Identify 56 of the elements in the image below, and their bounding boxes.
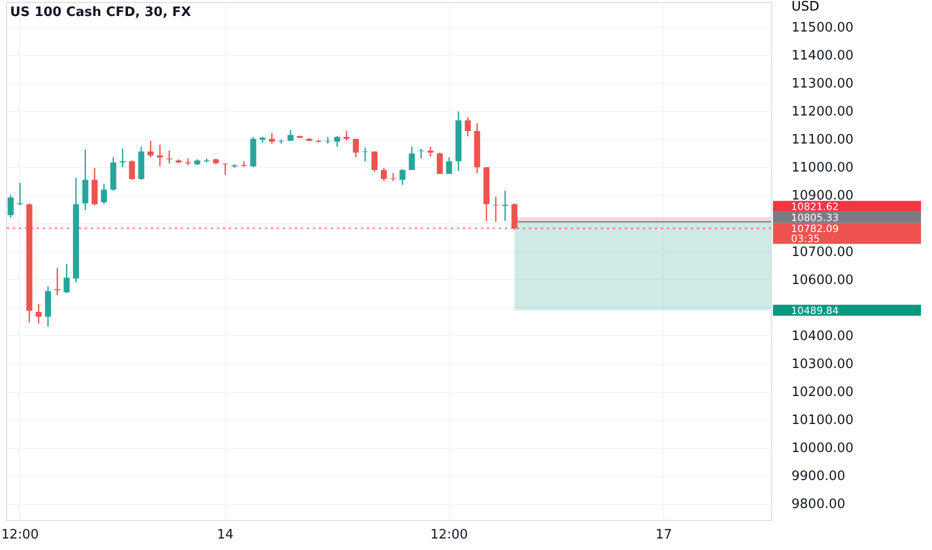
y-tick-label: 11100.00 [792,132,854,148]
y-tick-label: 9900.00 [792,469,846,484]
y-tick-label: 10000.00 [792,441,854,456]
candlestick [334,135,340,148]
band-label: 10489.84 [791,306,839,317]
band-label: 10821.62 [791,202,839,213]
candlestick [268,132,275,144]
y-tick-label: 11300.00 [792,76,854,92]
candlestick [82,148,88,211]
candlestick [436,152,443,175]
candlestick [128,160,135,180]
ref-line-label: 10805.33 [791,212,839,224]
y-tick-label: 11000.00 [792,160,854,176]
y-tick-label: 10900.00 [792,188,854,204]
candlestick [418,148,424,160]
y-tick-label: 9800.00 [792,497,846,512]
candlestick [408,146,415,171]
candlestick [100,183,107,205]
candlestick [464,116,471,137]
candlestick [362,146,368,162]
chart-title: US 100 Cash CFD, 30, FX [10,5,192,20]
y-tick-label: 11500.00 [792,20,854,36]
candlestick [166,150,172,164]
candlestick [324,136,331,144]
candlestick [148,140,154,158]
y-tick-label: 10200.00 [792,385,854,400]
y-axis-title: USD [792,0,820,14]
candlestick [352,138,359,158]
y-tick-label: 10700.00 [792,244,854,260]
candlestick [288,130,294,142]
y-tick-label: 10400.00 [792,328,854,344]
x-tick-label: 12:00 [1,528,39,542]
candlestick [344,130,350,142]
candlestick [54,267,60,296]
y-tick-label: 11400.00 [792,48,854,64]
candlestick [427,146,434,158]
candlestick [372,150,378,173]
y-tick-label: 10300.00 [792,357,854,372]
candlestick [446,156,452,175]
x-tick-label: 14 [216,528,234,542]
candlestick [8,194,14,218]
candlestick [380,167,387,182]
y-tick-label: 10600.00 [792,272,854,288]
y-tick-label: 11200.00 [792,104,854,120]
candlestick [36,303,42,324]
candlestick [399,168,406,186]
y-tick-label: 10100.00 [792,413,854,428]
candlestick [278,139,284,144]
candlestick [390,172,396,182]
x-tick-label: 12:00 [430,528,468,542]
candlestick [222,162,228,176]
candlestick [492,196,499,223]
candlestick [156,144,163,167]
candlestick [64,263,70,294]
x-tick-label: 17 [655,528,672,542]
ref-line-label: 10782.09 03:35 [791,224,839,245]
